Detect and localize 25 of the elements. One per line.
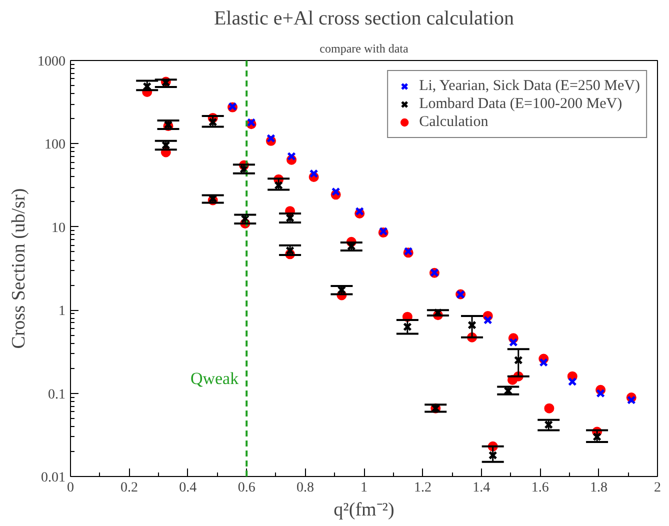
x-tick-label: 1.4 xyxy=(472,480,490,496)
legend-label: Lombard Data (E=100-200 MeV) xyxy=(419,95,622,113)
chart-title: Elastic e+Al cross section calculation xyxy=(214,8,514,30)
x-tick-label: 0.8 xyxy=(296,480,314,496)
x-tick-label: 0.6 xyxy=(238,480,256,496)
chart-subtitle: compare with data xyxy=(320,42,409,56)
y-tick-label: 10 xyxy=(52,220,66,236)
y-tick-label: 100 xyxy=(44,138,66,153)
x-tick-label: 1 xyxy=(360,480,368,496)
x-tick-label: 1.6 xyxy=(531,480,549,496)
ref-line-label: Qweak xyxy=(190,369,240,388)
y-axis-title: Cross Section (ub/sr) xyxy=(8,188,30,349)
y-tick-label: 0.01 xyxy=(41,470,66,486)
x-tick-label: 1.8 xyxy=(590,480,608,496)
x-tick-label: 1.2 xyxy=(414,480,432,496)
x-tick-label: 0.4 xyxy=(179,480,197,496)
y-tick-label: 1000 xyxy=(38,54,66,70)
legend-label: Calculation xyxy=(419,113,488,131)
x-tick-label: 0.2 xyxy=(120,480,138,496)
legend-label: Li, Yearian, Sick Data (E=250 MeV) xyxy=(419,77,640,95)
x-axis-title: q²(fm⁻²) xyxy=(334,500,394,520)
y-tick-label: 0.1 xyxy=(48,387,66,402)
x-tick-label: 0 xyxy=(67,480,74,496)
x-tick-label: 2 xyxy=(654,480,661,496)
y-tick-label: 1 xyxy=(58,304,66,320)
